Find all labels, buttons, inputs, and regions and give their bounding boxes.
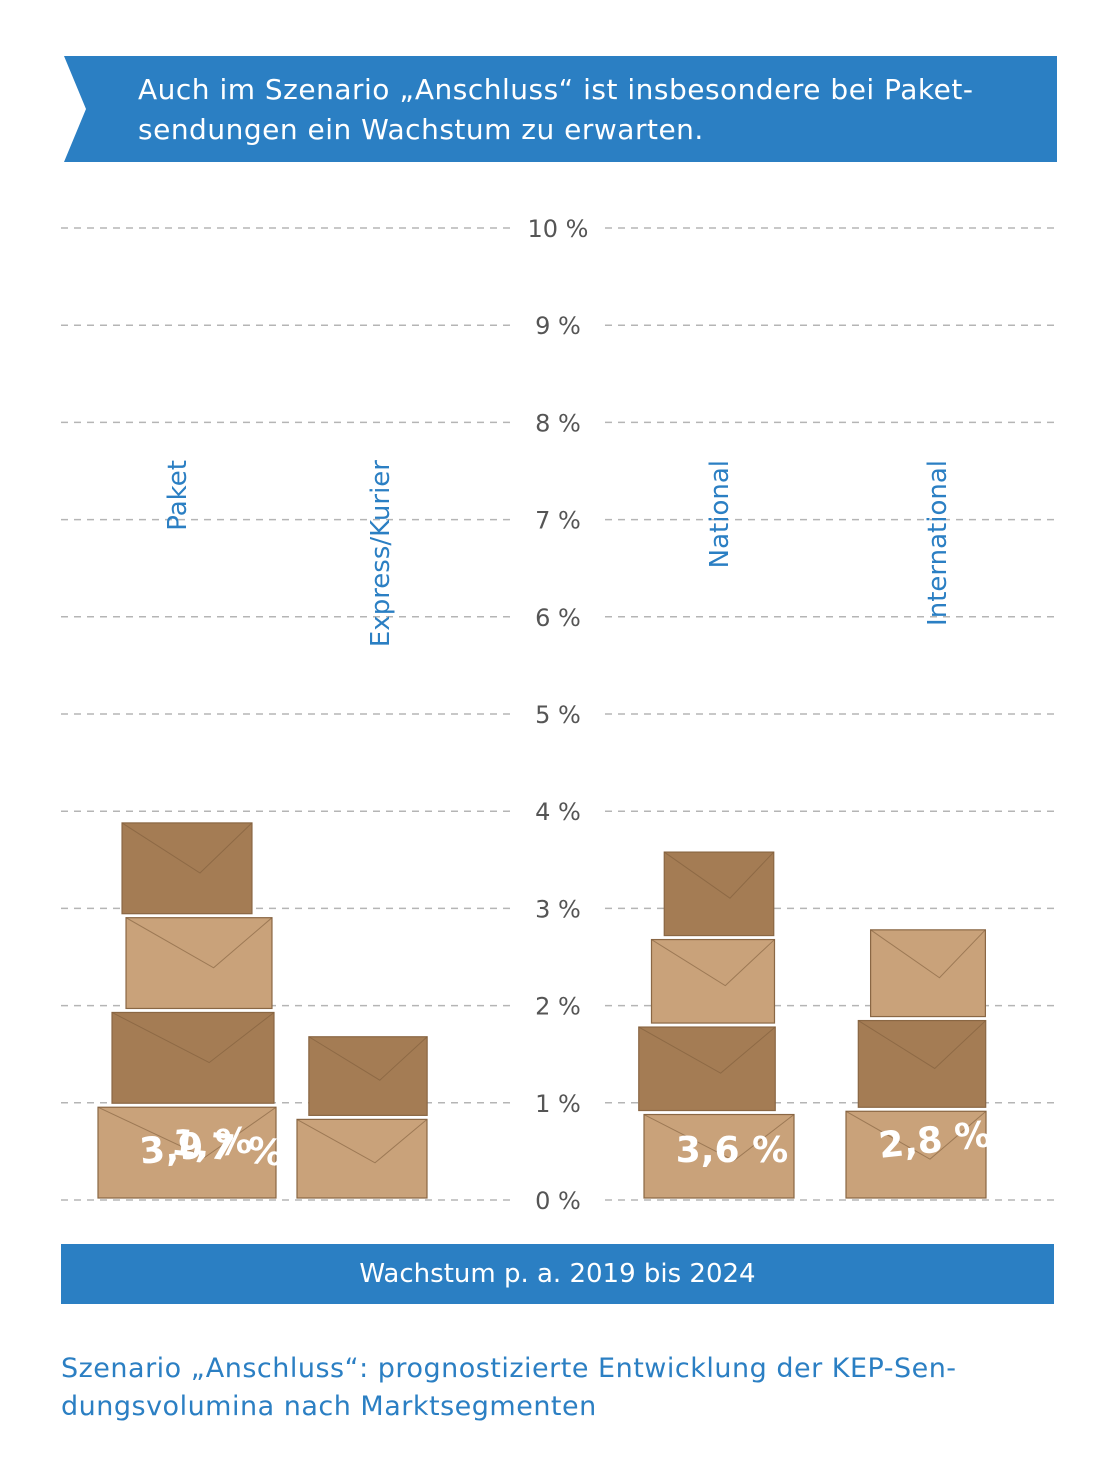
chart-title: Auch im Szenario „Anschluss“ ist insbeso…: [138, 70, 1038, 150]
box-fold: [638, 1026, 776, 1074]
chart-title-line-1: Auch im Szenario „Anschluss“ ist insbeso…: [138, 73, 974, 106]
figure-caption-line-2: dungsvolumina nach Marktsegmenten: [61, 1391, 597, 1422]
y-tick-label: 6 %: [535, 604, 581, 632]
category-label-3: National: [705, 460, 735, 568]
y-tick-label: 10 %: [528, 215, 589, 243]
box-fold: [111, 1012, 275, 1064]
y-tick-label: 8 %: [535, 409, 581, 437]
box: [296, 1118, 428, 1199]
box: [97, 1106, 277, 1199]
value-label-3: 3,6 %: [676, 1130, 788, 1171]
y-tick-label: 9 %: [535, 312, 581, 340]
y-tick-label: 0 %: [535, 1187, 581, 1215]
y-tick-label: 3 %: [535, 895, 581, 923]
box-fold: [870, 929, 986, 979]
figure-caption: Szenario „Anschluss“: prognostizierte En…: [61, 1350, 1061, 1426]
box-fold: [308, 1036, 428, 1081]
category-label-1: Paket: [163, 460, 193, 531]
y-tick-label: 1 %: [535, 1090, 581, 1118]
box-fold: [663, 851, 775, 899]
box-fold: [125, 917, 273, 969]
figure-caption-line-1: Szenario „Anschluss“: prognostizierte En…: [61, 1353, 957, 1384]
box-fold: [845, 1110, 987, 1160]
category-label-4: International: [923, 460, 953, 626]
bar-4: [845, 929, 987, 1199]
box: [111, 1011, 275, 1104]
growth-chart: 0 %1 %2 %3 %4 %5 %6 %7 %8 %9 %10 %3,9 %1…: [61, 215, 1054, 1215]
box: [869, 929, 986, 1018]
box-fold: [651, 939, 775, 987]
y-tick-label: 7 %: [535, 507, 581, 535]
box-fold: [296, 1118, 428, 1164]
box: [643, 1113, 795, 1199]
box-fold: [858, 1020, 987, 1070]
box: [308, 1036, 428, 1116]
bar-1: [97, 822, 277, 1199]
box: [650, 938, 776, 1024]
box: [121, 822, 253, 915]
category-label-2: Express/Kurier: [366, 460, 396, 647]
box: [125, 917, 273, 1010]
bar-2: [296, 1036, 428, 1199]
box-fold: [643, 1114, 795, 1162]
box: [663, 851, 775, 937]
chart-title-line-2: sendungen ein Wachstum zu erwarten.: [138, 113, 704, 146]
y-tick-label: 2 %: [535, 993, 581, 1021]
x-axis-label: Wachstum p. a. 2019 bis 2024: [359, 1259, 756, 1289]
title-banner: [64, 56, 1057, 162]
box-fold: [97, 1106, 277, 1158]
y-tick-label: 5 %: [535, 701, 581, 729]
box: [857, 1019, 987, 1108]
box-fold: [121, 822, 253, 874]
x-axis-band: Wachstum p. a. 2019 bis 2024: [61, 1244, 1054, 1304]
y-tick-label: 4 %: [535, 798, 581, 826]
box: [845, 1110, 987, 1199]
bar-3: [638, 851, 795, 1199]
box: [638, 1026, 776, 1112]
